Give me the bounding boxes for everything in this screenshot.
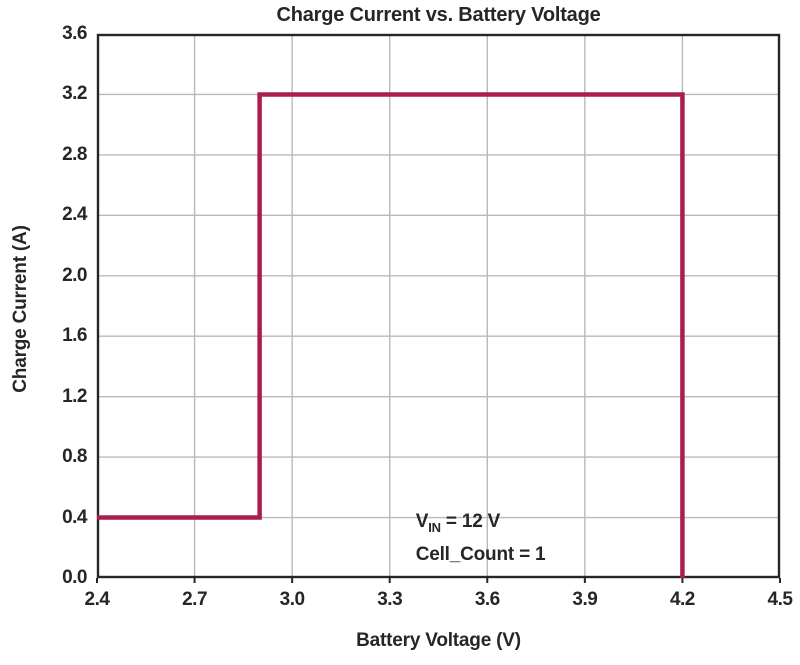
x-axis-title: Battery Voltage (V) (356, 630, 521, 651)
plot-canvas (96, 33, 781, 583)
x-tick-label: 3.3 (377, 589, 403, 610)
y-tick-label: 0.0 (62, 567, 87, 588)
chart-title: Charge Current vs. Battery Voltage (276, 4, 601, 26)
x-tick-label: 3.0 (279, 589, 305, 610)
series-line-charge-current-step (97, 92, 685, 578)
y-tick-label: 2.4 (62, 204, 87, 226)
annotation-line-cell-count: Cell_Count = 1 (415, 544, 546, 566)
x-tick-label: 3.9 (572, 589, 598, 610)
plot-area: VIN = 12 V Cell_Count = 1 (96, 33, 781, 583)
x-tick-label: 2.4 (84, 589, 110, 610)
y-axis-title: Charge Current (A) (10, 225, 31, 393)
annotation-vin-subscript: IN (428, 520, 441, 536)
y-tick-label: 3.2 (62, 83, 87, 105)
y-tick-label: 1.2 (62, 385, 87, 407)
annotation: VIN = 12 V Cell_Count = 1 (416, 508, 546, 568)
x-tick-label: 3.6 (474, 589, 500, 610)
plot-frame (96, 33, 781, 579)
y-tick-label: 0.4 (62, 506, 87, 528)
x-tick-label: 2.7 (182, 589, 208, 610)
y-tick-label: 2.8 (62, 143, 87, 165)
y-tick-label: 2.0 (62, 264, 87, 286)
annotation-vin-value: = 12 V (440, 511, 501, 533)
y-tick-label: 3.6 (62, 23, 87, 44)
x-tick-label: 4.5 (767, 589, 793, 610)
x-tick-label: 4.2 (669, 589, 695, 610)
annotation-line-vin: VIN = 12 V (416, 508, 546, 541)
y-tick-label: 0.8 (62, 446, 87, 468)
y-tick-label: 1.6 (62, 325, 87, 347)
annotation-vin-symbol: V (415, 511, 429, 533)
